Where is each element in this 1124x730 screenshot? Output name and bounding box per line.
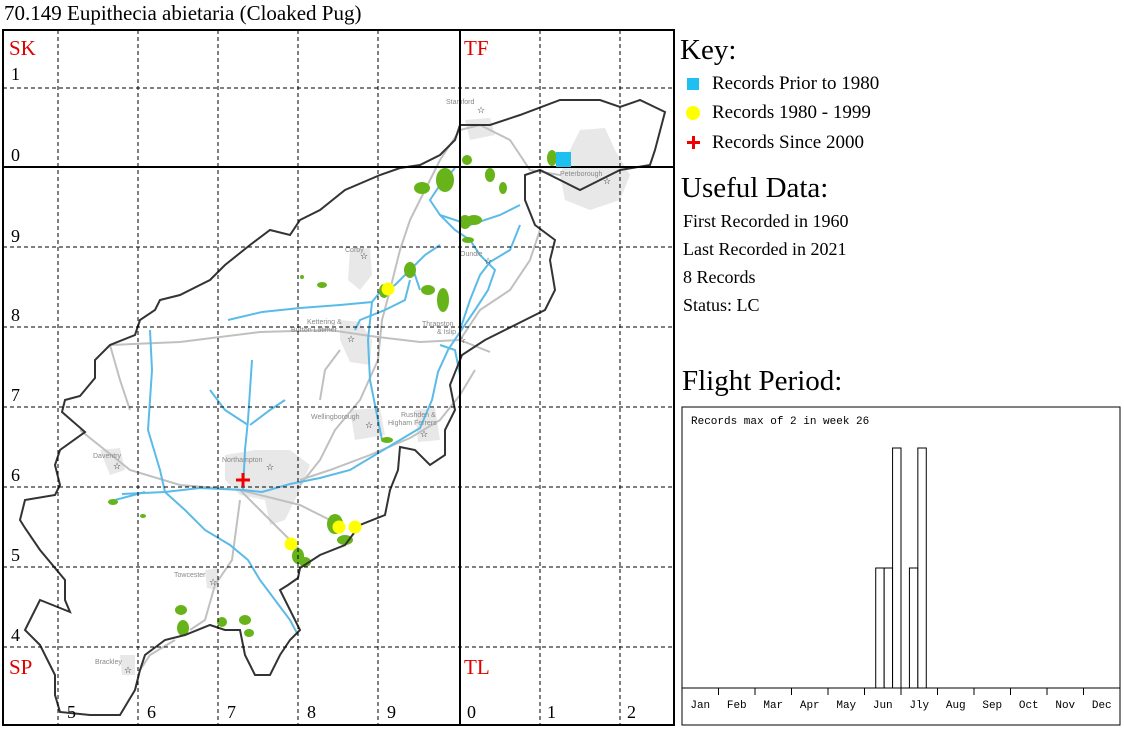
flight-period-heading: Flight Period: — [682, 365, 843, 397]
square-icon — [684, 75, 706, 93]
woodland — [108, 150, 557, 637]
town-label: Daventry — [93, 453, 122, 460]
town-label: Peterborough — [560, 171, 603, 178]
town-star-icons: ☆ ☆ ☆ ☆ ☆ ☆ ☆ ☆ ☆ ☆ ☆ ☆ — [113, 106, 611, 676]
record-1980-1999 — [348, 520, 362, 534]
grid-lines — [3, 30, 674, 725]
square-label-sp: SP — [9, 655, 32, 679]
svg-text:☆: ☆ — [360, 252, 368, 262]
urban-areas — [100, 118, 630, 675]
row-label: 7 — [11, 385, 20, 405]
town-label: Brackley — [95, 659, 122, 666]
month-label: Nov — [1055, 700, 1075, 712]
row-labels: 1 0 9 8 7 6 5 4 — [11, 64, 20, 645]
month-label: Sep — [982, 700, 1002, 712]
cross-icon — [684, 134, 706, 152]
square-label-tf: TF — [464, 36, 489, 60]
first-recorded: First Recorded in 1960 — [683, 211, 849, 231]
col-label: 6 — [147, 702, 156, 722]
key-label: Records 1980 - 1999 — [712, 102, 871, 123]
bar-week-24 — [875, 567, 885, 689]
key-item-since-2000: Records Since 2000 — [684, 132, 864, 154]
col-label: 9 — [387, 702, 396, 722]
circle-icon — [684, 104, 706, 122]
chart-title: Records max of 2 in week 26 — [691, 416, 869, 428]
square-label-sk: SK — [9, 36, 36, 60]
month-label: Aug — [946, 700, 966, 712]
svg-text:☆: ☆ — [347, 335, 355, 345]
svg-text:☆: ☆ — [365, 421, 373, 431]
bar-week-25 — [883, 567, 894, 689]
month-label: Apr — [800, 700, 820, 712]
town-label: Oundle — [460, 251, 483, 258]
key-item-1980-1999: Records 1980 - 1999 — [684, 102, 871, 124]
chart-frame — [681, 406, 1121, 726]
last-recorded: Last Recorded in 2021 — [683, 239, 847, 259]
col-labels: 5 6 7 8 9 0 1 2 — [67, 702, 636, 722]
town-label: Towcester — [174, 572, 206, 579]
col-label: 1 — [547, 702, 556, 722]
towns: Stamford Peterborough Corby Oundle Kette… — [93, 99, 603, 666]
month-label: Jun — [873, 700, 893, 712]
county-outline — [18, 98, 667, 716]
record-count: 8 Records — [683, 267, 756, 287]
col-label: 7 — [227, 702, 236, 722]
grid-major-lines — [2, 29, 675, 726]
svg-text:☆: ☆ — [209, 578, 217, 588]
record-1980-1999 — [381, 282, 395, 296]
svg-text:☆: ☆ — [458, 336, 466, 346]
town-label: Thrapston — [422, 321, 454, 328]
svg-text:☆: ☆ — [124, 666, 132, 676]
col-label: 5 — [67, 702, 76, 722]
svg-text:☆: ☆ — [266, 463, 274, 473]
row-label: 1 — [11, 64, 20, 84]
town-label: Higham Ferrers — [388, 420, 437, 427]
row-label: 0 — [11, 145, 20, 165]
useful-data-heading: Useful Data: — [681, 172, 829, 204]
record-prior-1980 — [556, 152, 571, 167]
bar-week-26 — [892, 447, 902, 689]
row-label: 6 — [11, 465, 20, 485]
bar-week-29 — [917, 447, 927, 689]
month-label: May — [836, 700, 856, 712]
town-label: Wellingborough — [311, 414, 360, 421]
key-label: Records Prior to 1980 — [712, 73, 880, 94]
row-label: 8 — [11, 305, 20, 325]
month-label: Jan — [690, 700, 710, 712]
town-label: & Islip — [437, 329, 456, 336]
key-label: Records Since 2000 — [712, 132, 864, 153]
town-label: Corby — [345, 247, 364, 254]
svg-text:☆: ☆ — [477, 106, 485, 116]
town-label: Rushden & — [401, 412, 436, 419]
distribution-map: Stamford Peterborough Corby Oundle Kette… — [2, 29, 675, 726]
col-label: 8 — [307, 702, 316, 722]
bar-week-28 — [908, 567, 919, 689]
row-label: 9 — [11, 226, 20, 246]
month-label: Oct — [1019, 700, 1039, 712]
svg-text:☆: ☆ — [484, 257, 492, 267]
svg-text:☆: ☆ — [420, 430, 428, 440]
month-label: Dec — [1092, 700, 1112, 712]
month-label: Jly — [909, 700, 929, 712]
col-label: 0 — [467, 702, 476, 722]
month-label: Feb — [727, 700, 747, 712]
record-since-2000 — [236, 473, 250, 487]
key-item-prior-1980: Records Prior to 1980 — [684, 73, 879, 95]
record-1980-1999 — [284, 537, 298, 551]
col-label: 2 — [627, 702, 636, 722]
record-1980-1999 — [332, 520, 346, 534]
svg-text:☆: ☆ — [113, 462, 121, 472]
svg-text:☆: ☆ — [603, 177, 611, 187]
status: Status: LC — [683, 295, 760, 315]
row-label: 5 — [11, 545, 20, 565]
row-label: 4 — [11, 625, 20, 645]
town-label: Northampton — [222, 457, 263, 464]
town-label: Kettering & — [307, 319, 342, 326]
month-label: Mar — [763, 700, 783, 712]
page-title: 70.149 Eupithecia abietaria (Cloaked Pug… — [4, 1, 362, 25]
town-label: Burton Latimer — [291, 327, 338, 334]
square-label-tl: TL — [464, 655, 490, 679]
key-heading: Key: — [680, 34, 737, 66]
rivers — [114, 167, 521, 636]
